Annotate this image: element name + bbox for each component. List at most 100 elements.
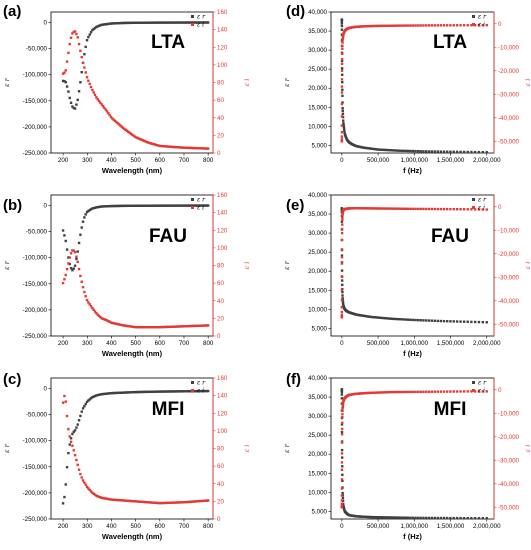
data-point [163,390,166,393]
data-point [175,390,178,393]
x-tick-label: 1,000,000 [401,340,429,347]
data-point [188,146,191,150]
data-point [194,146,198,150]
data-point [340,494,344,497]
data-point [161,21,165,24]
data-point [192,324,195,328]
data-point [206,324,210,327]
data-point [406,516,410,519]
data-point [155,390,158,393]
data-point [400,318,403,321]
plot-frame [50,377,214,520]
data-point [442,150,446,153]
data-point [430,516,434,520]
data-point [92,206,95,210]
data-point [411,149,415,153]
data-point [485,517,488,520]
data-point [163,145,166,148]
data-point [433,516,436,520]
data-point [342,502,345,506]
data-point [117,498,121,502]
data-point [72,449,75,452]
data-point [136,136,139,140]
y-axis-label-left: ε r [283,260,291,270]
data-point [99,24,102,27]
y-tick-label-left: 25,000 [308,432,327,439]
data-point [206,389,210,393]
x-axis-label: Wavelength (nm) [102,349,163,358]
y-tick-label-left: 15,000 [308,287,327,294]
data-point [129,499,133,503]
data-point [64,400,67,403]
data-point [147,21,150,24]
data-point [459,320,462,323]
data-point [173,204,177,207]
data-point [455,516,459,520]
data-point [369,391,373,394]
data-point [393,207,397,210]
data-point [466,150,469,154]
data-point [173,325,177,328]
data-point [422,24,425,27]
y-tick-label-left: 25,000 [308,249,327,256]
data-point [189,324,193,328]
data-point [342,122,345,125]
data-point [104,23,107,26]
data-point [103,392,106,396]
y-tick-label-right: -40,000 [498,481,520,488]
y-tick-label-right: -10,000 [498,410,520,417]
data-point [176,146,179,149]
data-point [171,21,174,24]
data-point [157,21,161,24]
data-point [71,249,74,252]
data-point [108,320,111,324]
data-point [137,137,141,140]
data-point [193,204,197,207]
data-point [175,145,178,149]
data-point [173,21,177,24]
data-point [341,47,344,51]
data-point [64,273,67,277]
data-point [103,497,106,500]
data-point [387,207,391,210]
data-point [139,204,142,207]
data-point [340,390,344,394]
x-axis-label: Wavelength (nm) [102,532,163,541]
data-point [75,257,78,261]
data-point [160,144,163,148]
data-point [113,498,117,502]
data-point [340,461,344,464]
data-point [452,207,455,211]
y-tick-label-left: -100,000 [23,72,48,79]
data-point [89,85,93,89]
data-point [152,390,155,393]
data-point [202,324,206,327]
data-point [382,148,385,152]
data-point [113,119,117,123]
data-point [85,39,89,42]
data-point [164,501,167,505]
data-point [128,391,131,394]
data-point [377,24,380,28]
data-point [340,430,344,434]
data-point [81,407,85,410]
data-point [192,204,195,207]
data-point [369,315,373,319]
data-point [379,316,382,319]
data-point [400,390,403,394]
data-point [477,517,481,520]
data-point [93,26,97,30]
material-label: LTA [433,32,467,53]
y-tick-label-left: 15,000 [308,104,327,111]
data-point [397,24,401,27]
data-point [99,315,102,319]
data-point [117,391,121,395]
data-point [179,501,182,504]
data-point [100,205,103,208]
data-point [164,325,167,329]
data-point [120,499,123,502]
data-point [366,391,369,395]
data-point [127,130,130,134]
data-point [64,239,67,243]
data-point [85,298,89,302]
